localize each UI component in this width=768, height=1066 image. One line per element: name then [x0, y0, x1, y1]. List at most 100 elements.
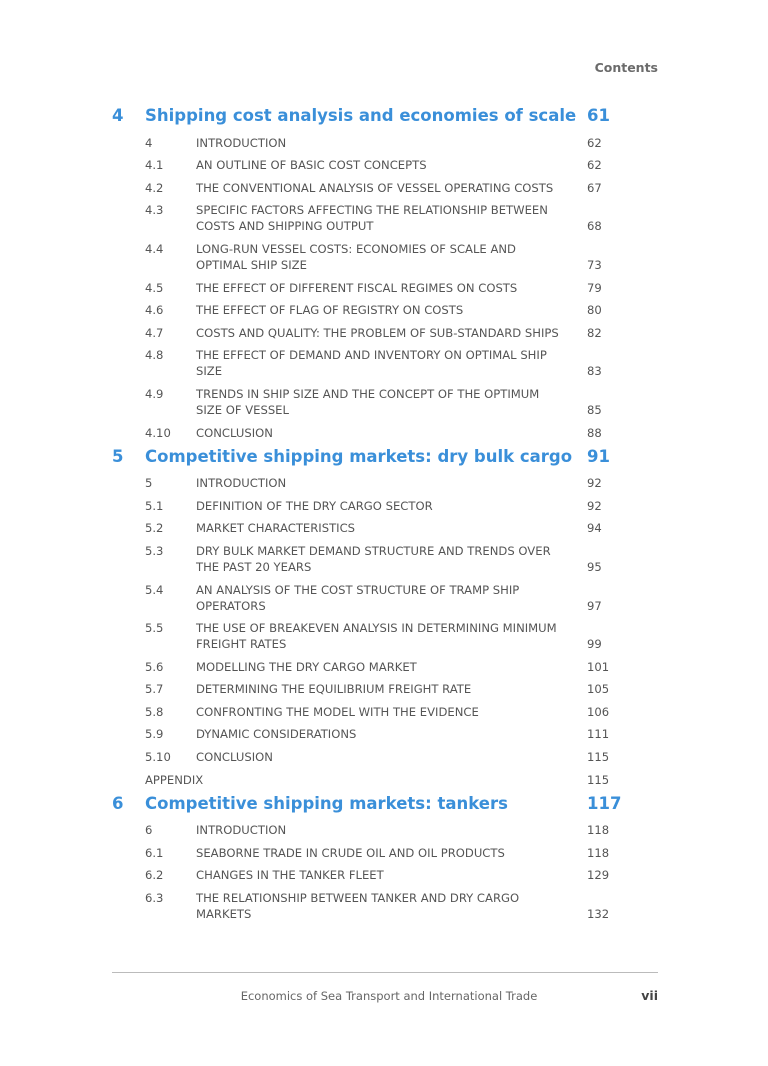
footer-book-title: Economics of Sea Transport and Internati…: [240, 989, 538, 1003]
entry-number: 5.6: [145, 659, 164, 674]
entry-page: 62: [587, 158, 602, 173]
toc-entry[interactable]: 6 INTRODUCTION 118: [112, 816, 617, 839]
entry-number: 5.10: [145, 750, 171, 765]
table-of-contents: 4 Shipping cost analysis and economies of…: [112, 106, 622, 928]
entry-title: CONCLUSION: [196, 750, 273, 765]
entry-title: SEABORNE TRADE IN CRUDE OIL AND OIL PROD…: [196, 845, 505, 860]
entry-title: THE EFFECT OF DIFFERENT FISCAL REGIMES O…: [196, 280, 518, 295]
toc-entry[interactable]: 5.4 AN ANALYSIS OF THE COST STRUCTURE OF …: [112, 575, 617, 614]
toc-entry[interactable]: 6.2 CHANGES IN THE TANKER FLEET 129: [112, 861, 617, 884]
entry-title: MARKET CHARACTERISTICS: [196, 521, 356, 536]
entry-number: 5: [145, 476, 153, 491]
entry-page: 88: [587, 425, 602, 440]
entry-page: 79: [587, 280, 602, 295]
entry-title: AN ANALYSIS OF THE COST STRUCTURE OF TRA…: [196, 582, 520, 613]
entry-page: 73: [587, 257, 602, 272]
entry-number: 5.9: [145, 727, 164, 742]
entry-page: 129: [587, 868, 610, 883]
entry-page: 62: [587, 135, 602, 150]
entry-number: 5.3: [145, 543, 164, 558]
entry-number: 4.10: [145, 425, 171, 440]
entry-title: INTRODUCTION: [196, 135, 287, 150]
entry-number: 4.2: [145, 180, 164, 195]
entry-title: SPECIFIC FACTORS AFFECTING THE RELATIONS…: [196, 203, 548, 234]
running-head: Contents: [594, 60, 658, 75]
entry-page: 83: [587, 364, 602, 379]
chapter-number: 5: [112, 446, 124, 466]
toc-entry[interactable]: 6.1 SEABORNE TRADE IN CRUDE OIL AND OIL P…: [112, 838, 617, 861]
entry-number: 4: [145, 135, 153, 150]
toc-entry[interactable]: 5 INTRODUCTION 92: [112, 469, 617, 492]
toc-entry[interactable]: 5.2 MARKET CHARACTERISTICS 94: [112, 514, 617, 537]
footer-divider: [112, 972, 658, 973]
chapter-title: Shipping cost analysis and economies of …: [145, 106, 577, 125]
toc-entry[interactable]: 5.6 MODELLING THE DRY CARGO MARKET 101: [112, 652, 617, 675]
entry-page: 101: [587, 659, 610, 674]
entry-title: THE USE OF BREAKEVEN ANALYSIS IN DETERMI…: [196, 621, 557, 652]
entry-title: AN OUTLINE OF BASIC COST CONCEPTS: [196, 158, 427, 173]
entry-page: 111: [587, 727, 610, 742]
footer-page-number: vii: [641, 988, 658, 1003]
toc-entry[interactable]: 4.5 THE EFFECT OF DIFFERENT FISCAL REGIME…: [112, 273, 617, 296]
toc-entry[interactable]: 4.6 THE EFFECT OF FLAG OF REGISTRY ON COS…: [112, 296, 617, 319]
entry-title: CHANGES IN THE TANKER FLEET: [196, 868, 384, 883]
entry-page: 97: [587, 598, 602, 613]
entry-number: 6: [145, 823, 153, 838]
toc-entry[interactable]: 5.9 DYNAMIC CONSIDERATIONS 111: [112, 720, 617, 743]
entry-page: 92: [587, 498, 602, 513]
toc-entry[interactable]: 4.2 THE CONVENTIONAL ANALYSIS OF VESSEL O…: [112, 173, 617, 196]
chapter-page: 61: [587, 106, 610, 125]
entry-title: DYNAMIC CONSIDERATIONS: [196, 727, 357, 742]
toc-entry[interactable]: 5.10 CONCLUSION 115: [112, 742, 617, 765]
entry-page: 118: [587, 845, 610, 860]
chapter-number: 4: [112, 106, 124, 125]
entry-number: 4.4: [145, 241, 164, 256]
toc-entry[interactable]: 4.3 SPECIFIC FACTORS AFFECTING THE RELATI…: [112, 196, 617, 235]
entry-page: 95: [587, 559, 602, 574]
chapter-page: 91: [587, 446, 610, 466]
entry-number: 5.1: [145, 498, 164, 513]
chapter-title: Competitive shipping markets: tankers: [145, 793, 508, 813]
chapter-heading[interactable]: 6 Competitive shipping markets: tankers 11…: [112, 793, 622, 816]
entry-page: 106: [587, 704, 610, 719]
toc-entry[interactable]: 4.4 LONG-RUN VESSEL COSTS: ECONOMIES OF S…: [112, 234, 617, 273]
toc-entry[interactable]: 5.8 CONFRONTING THE MODEL WITH THE EVIDEN…: [112, 697, 617, 720]
entry-title: DETERMINING THE EQUILIBRIUM FREIGHT RATE: [196, 682, 472, 697]
entry-title: INTRODUCTION: [196, 476, 287, 491]
entry-title: TRENDS IN SHIP SIZE AND THE CONCEPT OF T…: [196, 386, 540, 417]
entry-number: 4.6: [145, 303, 164, 318]
toc-entry[interactable]: 4 INTRODUCTION 62: [112, 128, 617, 151]
entry-number: 6.2: [145, 868, 164, 883]
entry-page: 82: [587, 325, 602, 340]
toc-entry[interactable]: 6.3 THE RELATIONSHIP BETWEEN TANKER AND D…: [112, 883, 617, 922]
entry-number: 4.3: [145, 203, 164, 218]
entry-title: APPENDIX: [145, 772, 204, 787]
chapter-page: 117: [587, 793, 622, 813]
entry-page: 80: [587, 303, 602, 318]
entry-page: 115: [587, 772, 610, 787]
entry-title: THE EFFECT OF DEMAND AND INVENTORY ON OP…: [196, 348, 547, 379]
entry-title: DRY BULK MARKET DEMAND STRUCTURE AND TRE…: [196, 543, 551, 574]
toc-entry[interactable]: 5.3 DRY BULK MARKET DEMAND STRUCTURE AND …: [112, 536, 617, 575]
chapter-number: 6: [112, 793, 124, 813]
chapter-heading[interactable]: 5 Competitive shipping markets: dry bulk …: [112, 447, 617, 469]
entry-number: 5.2: [145, 521, 164, 536]
toc-entry[interactable]: 5.1 DEFINITION OF THE DRY CARGO SECTOR 92: [112, 491, 617, 514]
toc-entry[interactable]: APPENDIX 115: [112, 765, 617, 788]
entry-title: CONCLUSION: [196, 425, 273, 440]
entry-title: LONG-RUN VESSEL COSTS: ECONOMIES OF SCAL…: [196, 241, 516, 272]
toc-entry[interactable]: 4.7 COSTS AND QUALITY: THE PROBLEM OF SUB…: [112, 318, 617, 341]
toc-entry[interactable]: 5.7 DETERMINING THE EQUILIBRIUM FREIGHT R…: [112, 675, 617, 698]
entry-title: CONFRONTING THE MODEL WITH THE EVIDENCE: [196, 704, 479, 719]
toc-entry[interactable]: 4.10 CONCLUSION 88: [112, 418, 617, 441]
toc-entry[interactable]: 4.9 TRENDS IN SHIP SIZE AND THE CONCEPT O…: [112, 379, 617, 418]
chapter-heading[interactable]: 4 Shipping cost analysis and economies of…: [112, 106, 617, 128]
toc-entry[interactable]: 5.5 THE USE OF BREAKEVEN ANALYSIS IN DETE…: [112, 614, 617, 653]
chapter-section: 6 Competitive shipping markets: tankers 11…: [112, 793, 622, 922]
toc-entry[interactable]: 4.1 AN OUTLINE OF BASIC COST CONCEPTS 62: [112, 151, 617, 174]
toc-entry[interactable]: 4.8 THE EFFECT OF DEMAND AND INVENTORY ON…: [112, 341, 617, 380]
entry-title: INTRODUCTION: [196, 823, 287, 838]
entry-number: 4.1: [145, 158, 164, 173]
chapter-title: Competitive shipping markets: dry bulk c…: [145, 446, 573, 466]
entry-page: 85: [587, 402, 602, 417]
